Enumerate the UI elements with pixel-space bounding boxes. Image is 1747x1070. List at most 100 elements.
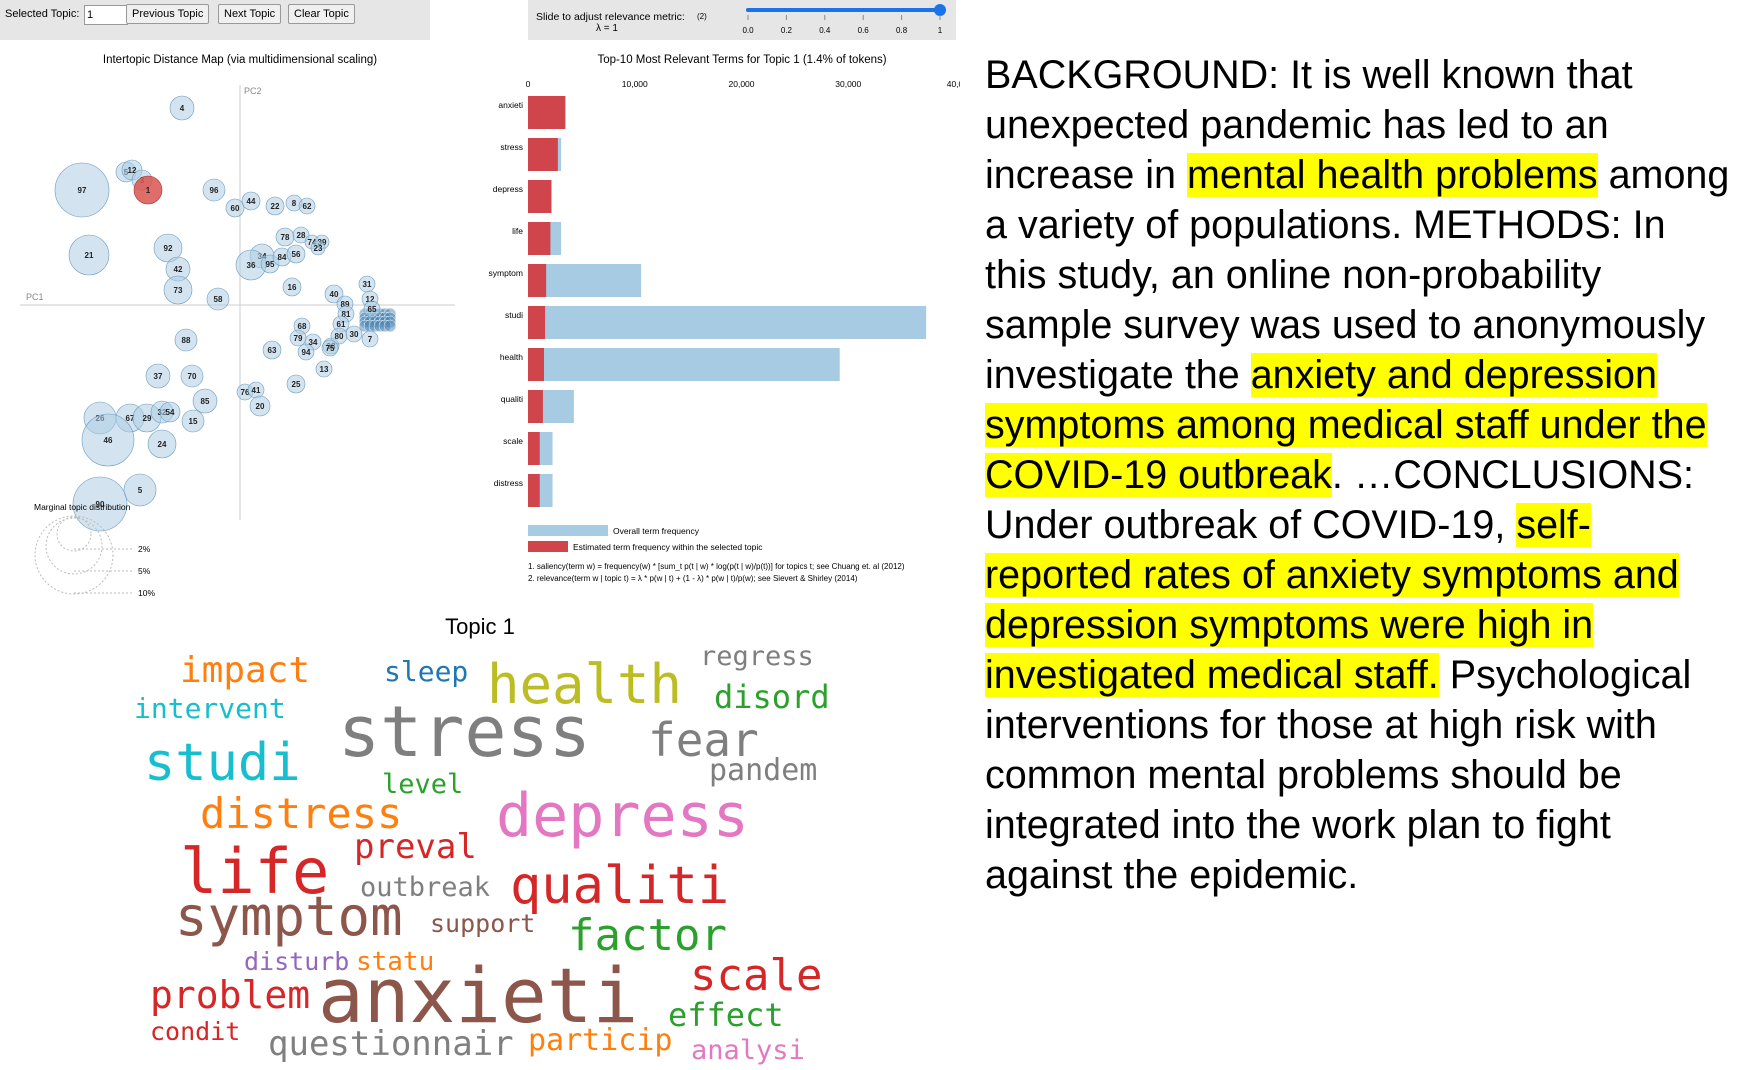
topic-bubble[interactable] (321, 339, 339, 357)
topic-frequency-bar[interactable] (528, 432, 540, 465)
topic-bubble[interactable] (363, 300, 381, 318)
topic-bubble[interactable] (181, 409, 205, 433)
intertopic-map-title: Intertopic Distance Map (via multidimens… (103, 54, 377, 66)
topic-bubble-label: 90 (96, 500, 105, 509)
topic-bubble[interactable] (202, 178, 226, 202)
wordcloud-word: fear (648, 713, 759, 767)
term-label[interactable]: life (512, 226, 523, 236)
topic-frequency-bar[interactable] (528, 96, 566, 129)
topic-bubble[interactable] (72, 476, 128, 532)
topic-frequency-bar[interactable] (528, 474, 540, 507)
previous-topic-button[interactable]: Previous Topic (126, 4, 210, 24)
wordcloud-title: Topic 1 (445, 614, 515, 639)
term-label[interactable]: scale (503, 436, 523, 446)
term-label[interactable]: qualiti (501, 394, 523, 404)
topic-bubble-label: 67 (126, 414, 135, 423)
wordcloud-word: impact (180, 650, 310, 691)
wordcloud-word: effect (668, 996, 784, 1034)
topic-bubble-label: 85 (201, 397, 210, 406)
slider-tick-label: 0.4 (819, 26, 831, 35)
clear-topic-button[interactable]: Clear Topic (288, 4, 355, 24)
overall-frequency-bar[interactable] (528, 306, 927, 339)
topic-frequency-bar[interactable] (528, 180, 552, 213)
legend-overall-label: Overall term frequency (613, 526, 700, 536)
topic-bubble[interactable] (324, 284, 344, 304)
topic-bubble[interactable] (286, 374, 306, 394)
wordcloud-word: scale (690, 950, 822, 1001)
slider-tick-label: 0.8 (896, 26, 908, 35)
selected-topic-input[interactable] (84, 5, 128, 25)
topic-bubble-label: 1 (146, 186, 151, 195)
overall-frequency-bar[interactable] (528, 264, 642, 297)
term-label[interactable]: health (500, 352, 523, 362)
topic-bubble-label: 79 (294, 334, 303, 343)
topic-bubble[interactable] (297, 343, 315, 361)
overall-frequency-bar[interactable] (528, 348, 840, 381)
topic-frequency-bar[interactable] (528, 390, 543, 423)
topic-bubble-label: 94 (302, 348, 311, 357)
topic-bubble[interactable] (345, 325, 363, 343)
topic-bubble[interactable] (174, 328, 198, 352)
topic-frequency-bar[interactable] (528, 264, 547, 297)
topic-bubble[interactable] (241, 191, 261, 211)
wordcloud-word: qualiti (510, 856, 729, 916)
topic-bubble[interactable] (310, 240, 326, 256)
topic-bubble[interactable] (315, 360, 333, 378)
topic-bubble[interactable] (54, 162, 110, 218)
topic-bubble-label: 70 (188, 372, 197, 381)
topic-bubble[interactable] (262, 340, 282, 360)
topic-bubble-label: 97 (78, 186, 87, 195)
wordcloud-word: pandem (709, 753, 817, 788)
topic-bubble-label: 34 (309, 338, 318, 347)
topic-bubble-label: 63 (268, 346, 277, 355)
topic-bubble[interactable] (249, 395, 271, 417)
topic-bubble-cluster[interactable] (383, 319, 397, 333)
slider-tick-label: 1 (938, 26, 943, 35)
topic-bubble[interactable] (282, 277, 302, 297)
topic-bubble-label: 16 (288, 283, 297, 292)
topic-bubble-label: 56 (292, 250, 301, 259)
slider-tick-label: 0.2 (781, 26, 793, 35)
term-label[interactable]: anxieti (498, 100, 523, 110)
topic-bubble[interactable] (206, 287, 230, 311)
topic-bubble[interactable] (169, 95, 195, 121)
topic-bubble-selected[interactable] (133, 175, 163, 205)
term-label[interactable]: depress (493, 184, 523, 194)
topic-bubble[interactable] (163, 275, 193, 305)
term-bars[interactable]: anxieti stress depress life symptom studi heal… (489, 96, 927, 507)
topic-frequency-bar[interactable] (528, 348, 545, 381)
topic-bubbles[interactable]: 4975123196604422862219242735878287439233… (54, 95, 397, 532)
topic-bubble[interactable] (147, 429, 177, 459)
topic-bubble[interactable] (159, 401, 181, 423)
topic-bubble-label: 75 (326, 344, 335, 353)
wordcloud-word: depress (496, 781, 749, 851)
topic-frequency-bar[interactable] (528, 222, 551, 255)
topic-bubble[interactable] (180, 364, 204, 388)
topic-frequency-bar[interactable] (528, 138, 558, 171)
topic-bubble[interactable] (123, 473, 157, 507)
slider-axis: 0.0 0.2 0.4 0.6 0.8 1 (742, 15, 943, 35)
topic-bubble[interactable] (286, 244, 306, 264)
wordcloud-word: support (430, 909, 535, 938)
next-topic-button[interactable]: Next Topic (218, 4, 282, 24)
topic-bubble[interactable] (145, 363, 171, 389)
term-label[interactable]: studi (505, 310, 523, 320)
term-chart-tick-label: 20,000 (729, 79, 755, 89)
selected-topic-label: Selected Topic: (5, 8, 79, 20)
slider-handle[interactable] (934, 4, 946, 16)
topic-bubble-label: 92 (164, 244, 173, 253)
term-label[interactable]: symptom (489, 268, 523, 278)
topic-bubble[interactable] (225, 198, 245, 218)
topic-frequency-bar[interactable] (528, 306, 546, 339)
term-label[interactable]: distress (494, 478, 523, 488)
topic-bubble[interactable] (265, 196, 285, 216)
marginal-legend-10: 10% (138, 588, 155, 598)
topic-bubble[interactable] (292, 226, 310, 244)
topic-bubble[interactable] (81, 413, 135, 467)
topic-bubble[interactable] (68, 234, 110, 276)
term-label[interactable]: stress (500, 142, 523, 152)
topic-bubble[interactable] (361, 330, 379, 348)
topic-bubble[interactable] (298, 197, 316, 215)
term-chart-tick-label: 10,000 (622, 79, 648, 89)
topic-bubble[interactable] (192, 388, 218, 414)
